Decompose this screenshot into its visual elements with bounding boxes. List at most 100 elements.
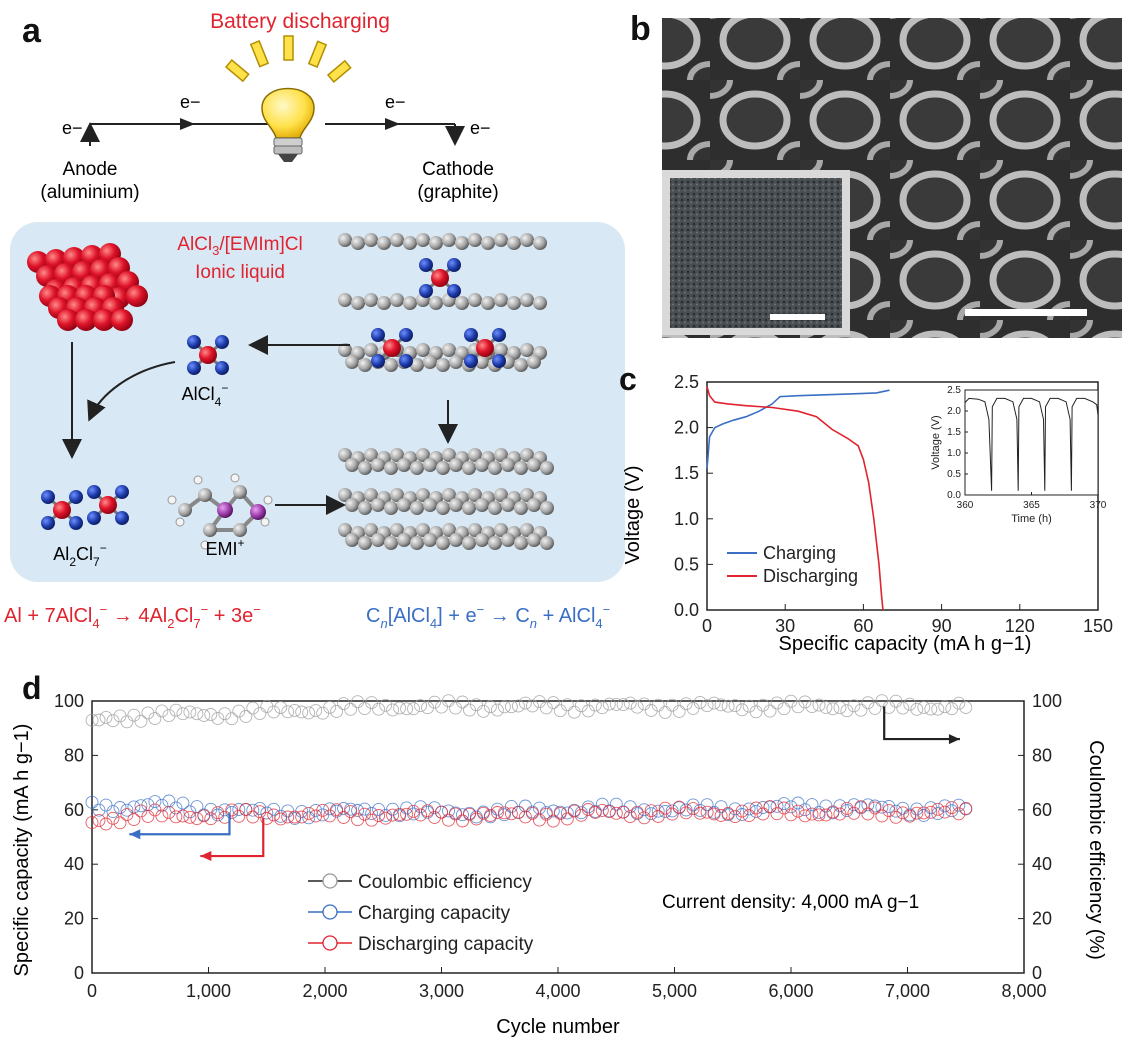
data-point: [274, 701, 288, 714]
aluminium-atom: [126, 285, 148, 307]
data-point: [742, 802, 756, 816]
inset-y-tick-label: 1.0: [947, 448, 961, 459]
data-point: [344, 702, 358, 716]
data-point: [323, 802, 337, 816]
aluminium-atom: [199, 346, 217, 364]
carbon-atom: [436, 501, 450, 515]
data-point: [274, 812, 288, 826]
chlorine-atom: [371, 328, 385, 342]
carbon-atom: [390, 293, 404, 307]
aluminium-atom: [75, 309, 97, 331]
panel-c-axes: 0 30 60 90 120 150 0.0 0.5 1.0 1.5 2.0 2.5: [674, 372, 1113, 636]
carbon-atom: [198, 488, 212, 502]
electron-mid-right-label: e−: [385, 92, 406, 112]
data-point: [267, 802, 281, 816]
data-point: [120, 715, 134, 729]
wire-arrow-left: [180, 118, 195, 130]
data-point: [204, 812, 218, 826]
carbon-atom: [514, 461, 528, 475]
data-point: [609, 797, 623, 811]
data-point: [714, 800, 728, 814]
data-point: [917, 809, 931, 822]
carbon-atom: [455, 296, 469, 310]
data-point: [805, 798, 819, 812]
data-point: [714, 698, 728, 712]
data-point: [483, 809, 497, 822]
data-point: [854, 703, 868, 717]
data-point: [330, 803, 344, 817]
series-coulombic-efficiency: [85, 694, 973, 729]
data-point: [169, 801, 183, 815]
data-point: [581, 803, 595, 816]
panel-c-xlabel: Specific capacity (mA h g−1): [779, 633, 1032, 655]
anode-material: (aluminium): [40, 182, 139, 203]
data-point: [337, 802, 351, 815]
data-point: [525, 806, 539, 820]
data-point: [560, 806, 574, 820]
data-point: [560, 698, 574, 712]
data-point: [931, 807, 945, 821]
emi-label: EMI+: [205, 536, 244, 559]
panel-c-plot-frame: [706, 381, 1099, 611]
data-point: [945, 801, 959, 815]
carbon-atom: [501, 533, 515, 547]
data-point: [546, 696, 560, 710]
x-tick-label: 0: [87, 981, 97, 1001]
data-point: [92, 813, 106, 827]
data-point: [903, 809, 917, 823]
data-point: [630, 700, 644, 714]
data-point: [106, 805, 120, 819]
data-point: [483, 700, 497, 714]
data-point: [756, 801, 770, 814]
data-point: [679, 697, 693, 711]
data-point: [162, 805, 176, 819]
legend-marker-coulombic-efficiency: [322, 873, 338, 889]
data-point: [637, 811, 651, 825]
carbon-atom: [481, 236, 495, 250]
carbon-atom: [410, 461, 424, 475]
cathode-material: (graphite): [417, 182, 498, 203]
data-point: [791, 804, 805, 818]
carbon-atom: [527, 355, 541, 369]
data-point: [134, 799, 148, 813]
carbon-atom: [338, 293, 352, 307]
legend-label-coulombic-efficiency: Coulombic efficiency: [358, 872, 532, 893]
data-point: [511, 699, 525, 713]
data-point: [232, 803, 246, 816]
data-point: [386, 802, 400, 816]
data-point: [567, 705, 581, 719]
data-point: [637, 803, 651, 817]
carbon-atom: [442, 448, 456, 462]
data-point: [938, 700, 952, 714]
data-point: [959, 701, 973, 714]
data-point: [560, 812, 574, 826]
panel-d-axes: 0 1,000 2,000 3,000 4,000 5,000 6,000 7,000 8,00…: [54, 691, 1062, 1001]
data-point: [749, 705, 763, 719]
carbon-atom: [494, 488, 508, 502]
data-point: [868, 801, 882, 815]
data-point: [798, 803, 812, 817]
data-point: [707, 807, 721, 821]
carbon-atom: [371, 533, 385, 547]
data-point: [952, 798, 966, 812]
data-point: [546, 804, 560, 818]
carbon-atom: [371, 498, 385, 512]
data-point: [805, 807, 819, 821]
data-point: [693, 806, 707, 820]
data-point: [595, 701, 609, 715]
data-point: [344, 805, 358, 819]
carbon-atom: [338, 343, 352, 357]
carbon-atom: [364, 293, 378, 307]
data-point: [449, 701, 462, 715]
data-point: [449, 806, 462, 820]
data-point: [861, 807, 875, 821]
carbon-atom: [436, 536, 450, 550]
panel-a: a Battery discharging e− e− e− e− Anode …: [0, 0, 650, 650]
carbon-atom: [371, 458, 385, 472]
data-point: [414, 808, 427, 822]
data-point: [400, 807, 414, 821]
hydrogen-atom: [175, 517, 185, 527]
panel-d-xlabel: Cycle number: [496, 1016, 620, 1038]
data-point: [553, 704, 567, 718]
data-point: [469, 698, 483, 712]
